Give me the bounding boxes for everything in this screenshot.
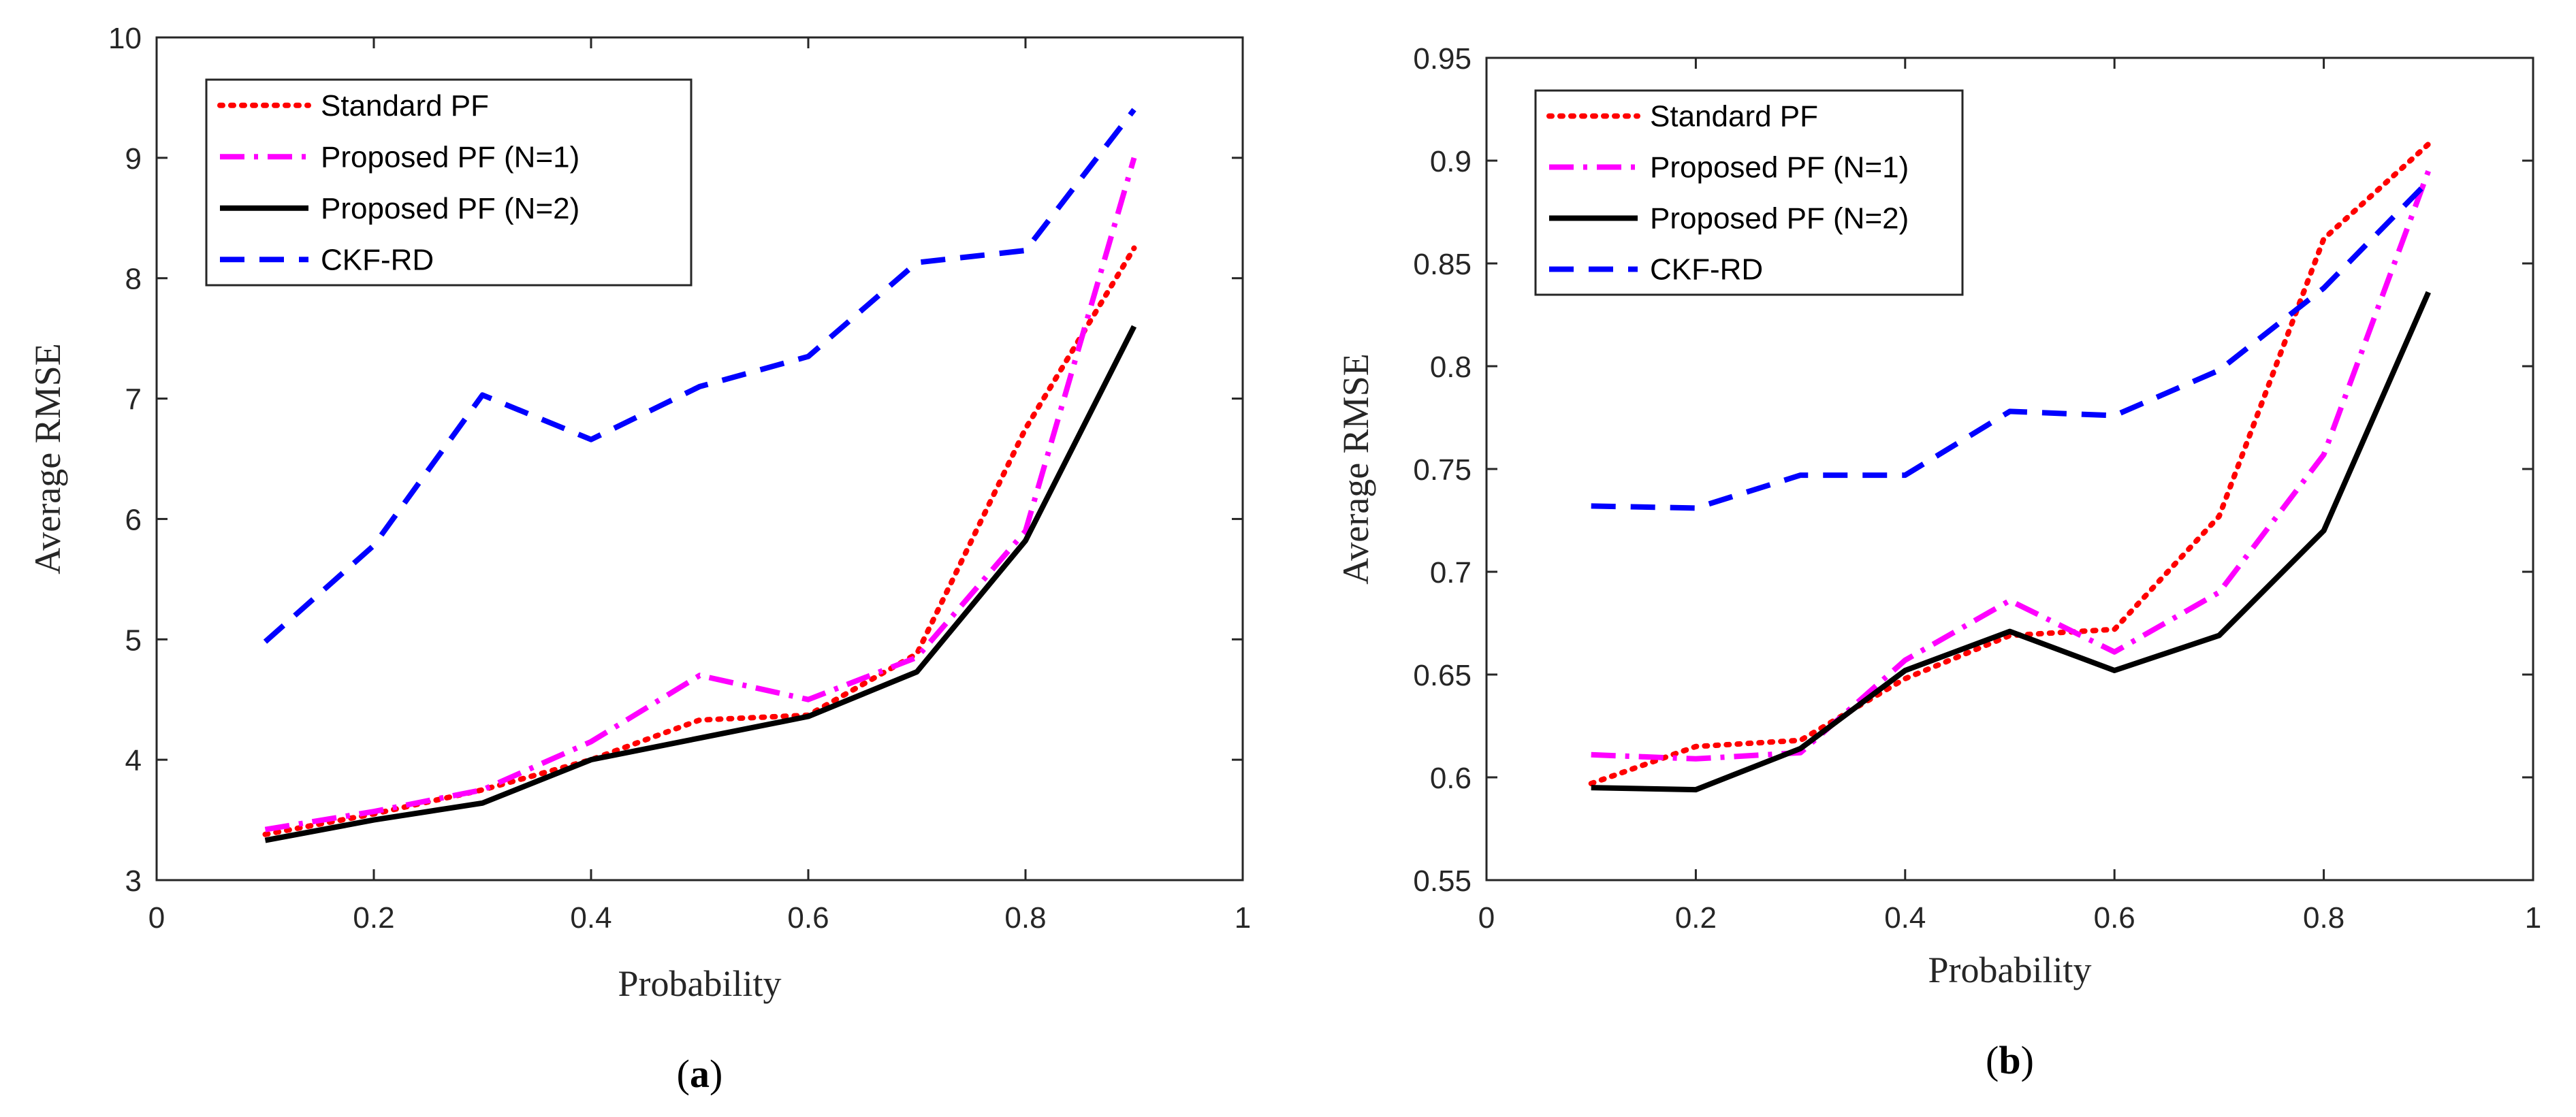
y-tick-label: 0.85 [1413, 248, 1472, 281]
series-line-3 [263, 108, 1136, 644]
x-tick-label: 0.6 [2094, 901, 2135, 935]
y-tick-label: 0.65 [1413, 659, 1472, 692]
series-line-2 [1591, 291, 2431, 793]
legend-label-1: Proposed PF (N=1) [321, 140, 579, 174]
legend-label-2: Proposed PF (N=2) [1650, 202, 1909, 236]
x-tick-label: 0.2 [1675, 901, 1717, 935]
y-axis-label: Average RMSE [1335, 353, 1376, 584]
legend-label-2: Proposed PF (N=2) [321, 192, 579, 225]
x-tick-label: 1 [2525, 901, 2541, 935]
panel-label: (a) [677, 1052, 723, 1096]
x-axis-label: Probability [1928, 950, 2092, 990]
y-tick-label: 0.6 [1430, 762, 1472, 795]
y-tick-label: 0.9 [1430, 145, 1472, 178]
series-line-0 [262, 245, 1137, 837]
x-tick-label: 0 [1478, 901, 1495, 935]
x-tick-label: 0 [148, 901, 165, 935]
y-tick-label: 0.55 [1413, 864, 1472, 898]
x-axis-label: Probability [618, 963, 782, 1004]
legend-label-0: Standard PF [321, 89, 489, 123]
chart-a: 0 0.2 0.4 0.6 0.8 1 3 4 5 6 7 8 9 10 Probability Averag… [27, 22, 1251, 1096]
legend-box [205, 78, 693, 287]
axes-box [155, 36, 1244, 881]
series-line-1 [1591, 169, 2432, 762]
x-tick-label: 0.4 [570, 901, 611, 935]
legend-box [1534, 89, 1964, 296]
y-tick-label: 4 [125, 744, 142, 777]
y-tick-label: 5 [125, 624, 142, 657]
legend-label-3: CKF-RD [321, 243, 434, 276]
y-tick-label: 8 [125, 263, 142, 296]
y-tick-label: 0.95 [1413, 42, 1472, 76]
y-tick-label: 6 [125, 503, 142, 536]
legend-label-1: Proposed PF (N=1) [1650, 151, 1909, 184]
legend-label-3: CKF-RD [1650, 253, 1763, 287]
chart-b: 0 0.2 0.4 0.6 0.8 1 0.55 0.6 0.65 0.7 0.75 0.8 0.85 0… [1335, 42, 2541, 1082]
x-tick-label: 0.4 [1884, 901, 1926, 935]
y-tick-label: 0.8 [1430, 351, 1472, 384]
y-tick-label: 0.7 [1430, 556, 1472, 589]
y-tick-label: 9 [125, 142, 142, 176]
series-line-3 [1591, 179, 2431, 511]
y-axis-label: Average RMSE [27, 343, 68, 574]
series-line-0 [1588, 141, 2432, 787]
x-tick-label: 0.8 [2303, 901, 2344, 935]
x-tick-label: 1 [1235, 901, 1251, 935]
legend-label-0: Standard PF [1650, 100, 1818, 133]
series-line-2 [264, 325, 1137, 843]
panel-label: (b) [1986, 1038, 2034, 1082]
y-tick-label: 10 [108, 22, 142, 55]
x-tick-label: 0.6 [787, 901, 829, 935]
series-line-1 [264, 157, 1137, 832]
y-tick-label: 0.75 [1413, 453, 1472, 487]
y-tick-label: 7 [125, 383, 142, 417]
x-tick-label: 0.2 [353, 901, 394, 935]
x-tick-label: 0.8 [1004, 901, 1046, 935]
y-tick-label: 3 [125, 864, 142, 898]
